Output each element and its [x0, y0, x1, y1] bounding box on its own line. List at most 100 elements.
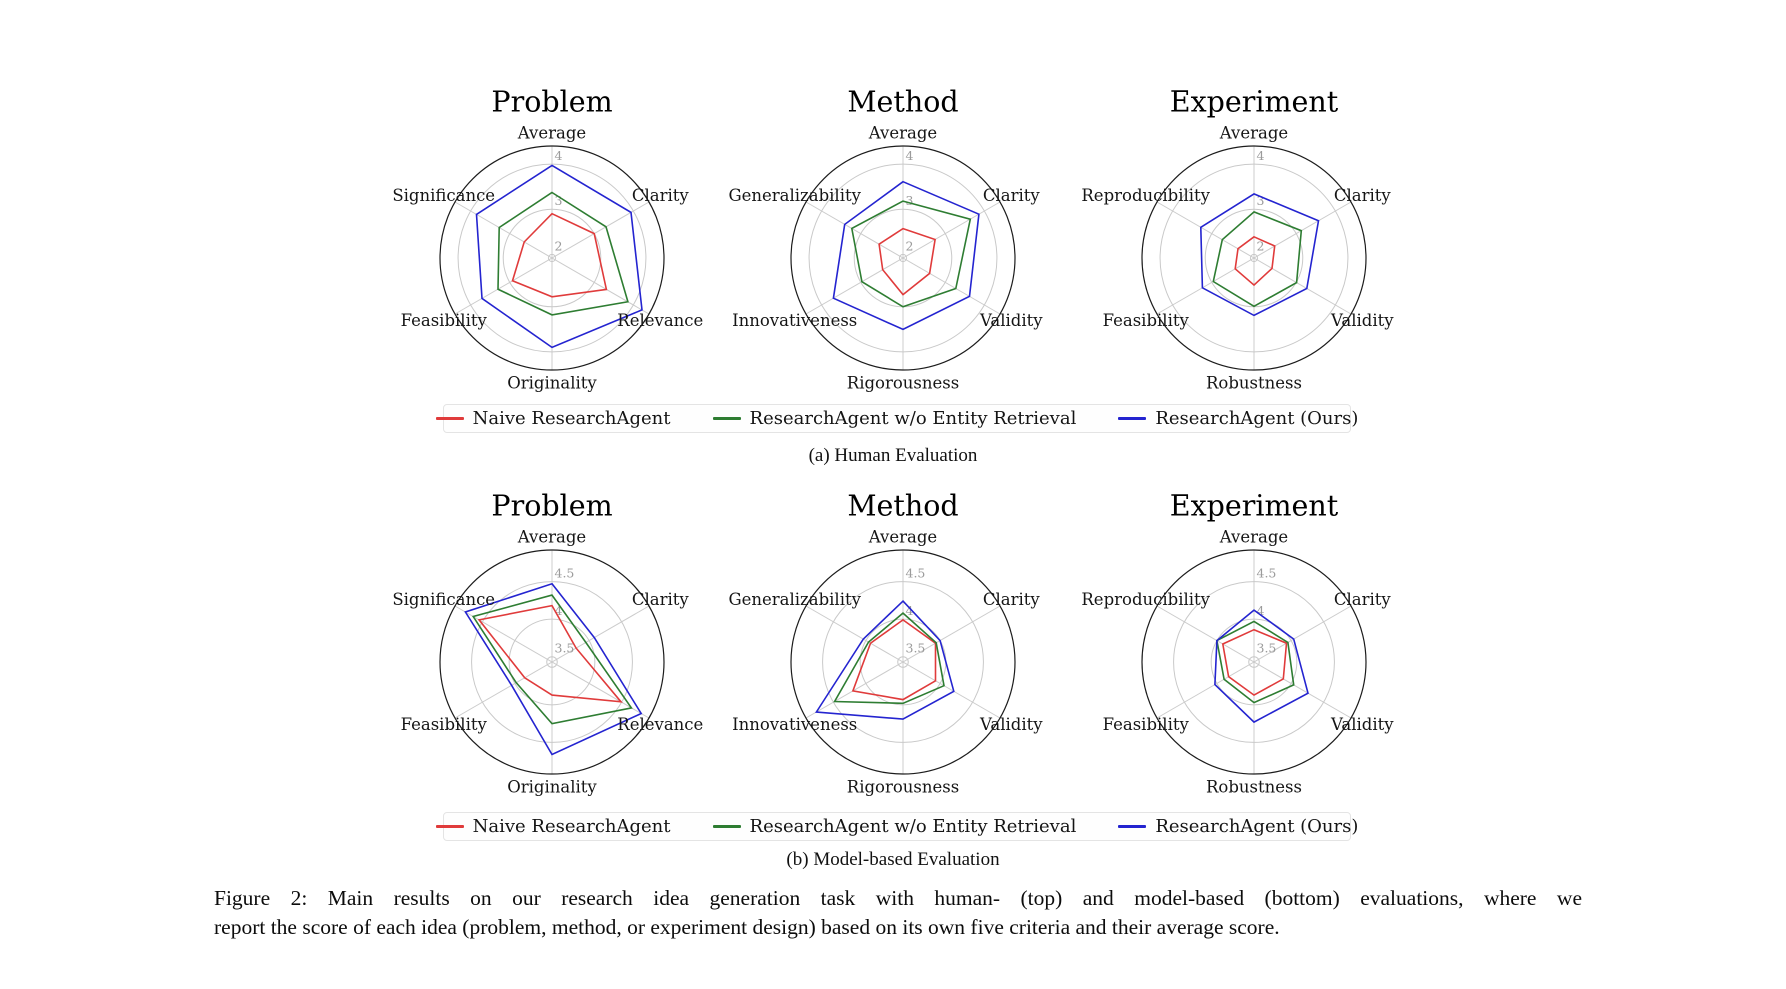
subcaption-human: (a) Human Evaluation [808, 445, 978, 466]
category-label: Average [1219, 124, 1288, 143]
category-label: Significance [392, 186, 495, 205]
gridline-circle [1249, 253, 1259, 263]
gridline-circle [1159, 163, 1349, 353]
tick-label: 4 [1257, 148, 1265, 163]
radar-chart-method-human: 2 3 4 Average Clarity Validity Rigorousness Inn… [728, 86, 1043, 393]
legend-line-swatch [712, 417, 741, 420]
tick-label: 2 [906, 238, 914, 253]
legend-item: ResearchAgent w/o Entity Retrieval [712, 816, 1077, 837]
legend-label: ResearchAgent w/o Entity Retrieval [749, 408, 1077, 429]
legend-item: Naive ResearchAgent [435, 816, 671, 837]
legend-label: Naive ResearchAgent [472, 408, 671, 429]
legend-line-swatch [1118, 825, 1147, 828]
gridline-circle [808, 163, 998, 353]
series-polygon [497, 191, 629, 316]
gridline-circle [547, 253, 557, 263]
radar-spoke [1156, 605, 1352, 719]
outer-ring [1141, 549, 1367, 775]
radar-chart-problem-model: 3.5 4 4.5 Average Clarity Relevance Originalit… [392, 490, 703, 797]
category-label: Average [868, 528, 937, 547]
series-polygon [832, 180, 980, 331]
series-polygon [475, 164, 643, 349]
gridline-circle [898, 253, 908, 263]
figure-caption-line-1: Figure 2: Main results on our research i… [214, 886, 1582, 910]
category-label: Average [868, 124, 937, 143]
legend-model: Naive ResearchAgent ResearchAgent w/o Ent… [435, 812, 1358, 841]
chart-title: Experiment [1170, 490, 1339, 523]
category-label: Rigorousness [847, 374, 959, 393]
category-label: Reproducibility [1081, 186, 1210, 205]
radar-spoke [1156, 201, 1352, 315]
outer-ring [439, 549, 665, 775]
category-label: Validity [1330, 715, 1394, 734]
radar-spoke [805, 605, 1001, 719]
tick-label: 2 [555, 238, 563, 253]
series-polygon [1234, 235, 1276, 287]
radar-chart-method-model: 3.5 4 4.5 Average Clarity Validity Rigorousnes… [728, 490, 1043, 797]
gridline-circle [471, 581, 633, 743]
series-polygon [878, 227, 936, 296]
chart-title: Problem [491, 86, 612, 119]
tick-label: 4 [1257, 603, 1265, 618]
subcaption-model: (b) Model-based Evaluation [786, 849, 1000, 870]
gridline-circle [1248, 656, 1260, 668]
outer-ring [1141, 145, 1367, 371]
tick-label: 4 [555, 603, 563, 618]
category-label: Originality [507, 778, 597, 797]
category-label: Rigorousness [847, 778, 959, 797]
category-label: Feasibility [1103, 311, 1190, 330]
series-polygon [850, 200, 972, 308]
series-polygon [1212, 210, 1303, 308]
legend-label: ResearchAgent (Ours) [1155, 816, 1359, 837]
category-label: Validity [979, 311, 1043, 330]
tick-label: 3 [906, 193, 914, 208]
category-label: Relevance [617, 311, 703, 330]
gridline-circle [457, 163, 647, 353]
gridline-circle [508, 618, 596, 706]
category-label: Feasibility [1103, 715, 1190, 734]
legend-item: Naive ResearchAgent [435, 408, 671, 429]
category-label: Feasibility [401, 715, 488, 734]
gridline-circle [502, 208, 602, 308]
legend-line-swatch [1118, 417, 1147, 420]
category-label: Feasibility [401, 311, 488, 330]
category-label: Clarity [1334, 186, 1392, 205]
series-polygon [833, 612, 945, 705]
gridline-circle [1210, 618, 1298, 706]
category-label: Clarity [983, 590, 1041, 609]
series-polygon [477, 604, 623, 703]
category-label: Average [517, 124, 586, 143]
category-label: Clarity [1334, 590, 1392, 609]
tick-label: 4 [906, 603, 914, 618]
tick-label: 2 [1257, 238, 1265, 253]
radar-spoke [454, 605, 650, 719]
legend-human: Naive ResearchAgent ResearchAgent w/o Ent… [435, 404, 1358, 433]
tick-label: 4 [906, 148, 914, 163]
category-label: Clarity [632, 186, 690, 205]
category-label: Generalizability [728, 186, 861, 205]
radar-chart-problem-human: 2 3 4 Average Clarity Relevance Originality Fea… [392, 86, 703, 393]
tick-label: 4.5 [906, 566, 926, 581]
gridline-circle [897, 656, 909, 668]
chart-title: Experiment [1170, 86, 1339, 119]
tick-label: 4.5 [555, 566, 575, 581]
category-label: Clarity [632, 590, 690, 609]
legend-line-swatch [435, 417, 464, 420]
category-label: Originality [507, 374, 597, 393]
outer-ring [790, 145, 1016, 371]
chart-title: Method [847, 86, 958, 119]
category-label: Validity [1330, 311, 1394, 330]
tick-label: 4.5 [1257, 566, 1277, 581]
tick-label: 4 [555, 148, 563, 163]
tick-label: 3 [1257, 193, 1265, 208]
category-label: Average [517, 528, 586, 547]
legend-label: Naive ResearchAgent [472, 816, 671, 837]
legend-label: ResearchAgent w/o Entity Retrieval [749, 816, 1077, 837]
gridline-circle [546, 656, 558, 668]
radar-chart-experiment-model: 3.5 4 4.5 Average Clarity Validity Robustness F… [1081, 490, 1394, 797]
legend-item: ResearchAgent (Ours) [1118, 408, 1358, 429]
category-label: Relevance [617, 715, 703, 734]
radar-spoke [805, 201, 1001, 315]
category-label: Innovativeness [732, 311, 857, 330]
